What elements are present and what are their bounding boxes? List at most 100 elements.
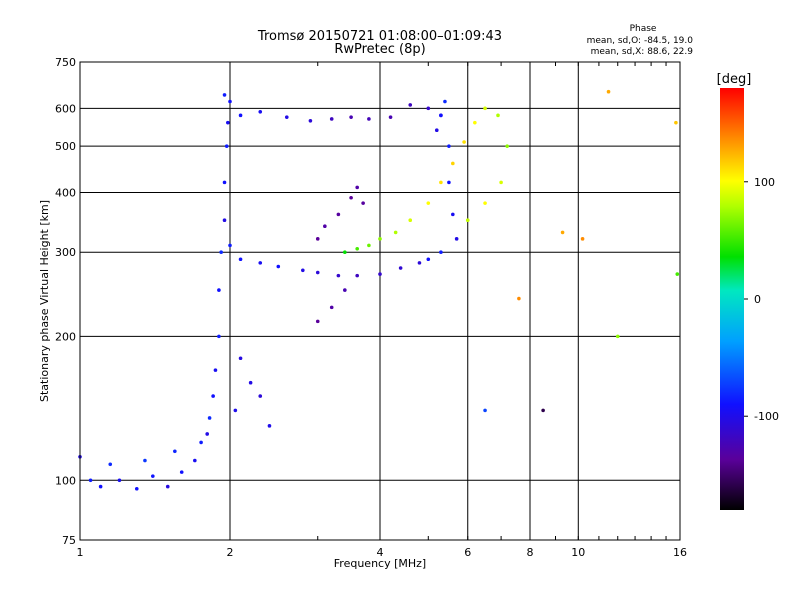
y-axis: 75 100 200 300 400 500 600 750 bbox=[55, 56, 76, 547]
data-point bbox=[258, 110, 263, 114]
data-point bbox=[447, 180, 451, 185]
chart-title: Tromsø 20150721 01:08:00–01:09:43 bbox=[257, 29, 502, 44]
data-point bbox=[349, 195, 353, 200]
stats-block: Phase mean, sd,O: -84.5, 19.0 mean, sd,X… bbox=[587, 24, 694, 57]
data-point bbox=[205, 432, 209, 436]
data-point bbox=[238, 257, 243, 262]
data-point bbox=[454, 237, 459, 241]
data-point bbox=[349, 115, 353, 119]
data-point bbox=[473, 120, 477, 125]
data-point bbox=[248, 380, 253, 385]
data-point bbox=[151, 474, 155, 478]
x-axis: 1 2 4 6 8 10 16 bbox=[77, 62, 687, 559]
y-tick-label: 200 bbox=[55, 330, 76, 343]
data-point bbox=[165, 484, 170, 489]
data-point bbox=[408, 218, 413, 223]
data-point bbox=[517, 296, 521, 301]
stats-title: Phase bbox=[630, 24, 657, 34]
data-point bbox=[361, 201, 365, 205]
x-tick-label: 10 bbox=[571, 546, 585, 559]
data-point bbox=[378, 272, 382, 276]
data-point bbox=[329, 117, 334, 121]
data-point bbox=[228, 243, 232, 248]
data-point bbox=[238, 113, 243, 118]
data-point bbox=[615, 334, 620, 339]
chart-subtitle: RwPretec (8p) bbox=[334, 42, 425, 57]
y-tick-label: 300 bbox=[55, 246, 76, 259]
data-point bbox=[222, 180, 227, 185]
data-point bbox=[276, 264, 281, 269]
data-point bbox=[606, 89, 611, 94]
data-point bbox=[211, 394, 215, 398]
title-block: Tromsø 20150721 01:08:00–01:09:43 RwPret… bbox=[257, 29, 502, 57]
data-point bbox=[439, 250, 443, 255]
y-tick-label: 750 bbox=[55, 56, 76, 69]
x-tick-label: 16 bbox=[673, 546, 687, 559]
data-point bbox=[343, 250, 347, 255]
data-point bbox=[308, 119, 313, 123]
data-point bbox=[217, 288, 221, 292]
data-point bbox=[267, 424, 272, 428]
y-tick-label: 100 bbox=[55, 474, 76, 487]
data-point bbox=[238, 356, 243, 361]
data-point bbox=[143, 458, 147, 463]
data-point bbox=[315, 237, 320, 241]
colorbar-ticks: 100 0 -100 bbox=[744, 176, 779, 423]
data-point bbox=[226, 120, 230, 125]
data-point bbox=[207, 416, 212, 420]
data-point bbox=[233, 408, 238, 413]
y-tick-label: 500 bbox=[55, 140, 76, 153]
x-tick-label: 6 bbox=[464, 546, 471, 559]
data-point bbox=[417, 261, 422, 265]
data-point bbox=[108, 462, 113, 467]
x-tick-label: 4 bbox=[377, 546, 384, 559]
data-point bbox=[439, 180, 443, 185]
data-point bbox=[496, 113, 500, 118]
data-point bbox=[499, 180, 503, 185]
colorbar-tick-label: 0 bbox=[754, 293, 761, 306]
data-point bbox=[199, 440, 203, 445]
data-points bbox=[78, 89, 680, 491]
data-point bbox=[98, 484, 103, 489]
data-point bbox=[388, 115, 393, 119]
data-point bbox=[483, 106, 487, 111]
data-point bbox=[451, 161, 455, 166]
data-point bbox=[222, 93, 227, 97]
data-point bbox=[426, 106, 431, 111]
data-point bbox=[426, 201, 431, 205]
colorbar: [deg] 100 0 -100 bbox=[717, 72, 779, 510]
data-point bbox=[580, 237, 585, 241]
x-tick-label: 2 bbox=[227, 546, 234, 559]
data-point bbox=[675, 272, 680, 276]
data-point bbox=[462, 140, 466, 144]
data-point bbox=[336, 273, 341, 278]
y-axis-label: Stationary phase Virtual Height [km] bbox=[38, 200, 51, 402]
data-point bbox=[258, 261, 263, 265]
data-point bbox=[329, 305, 334, 310]
data-point bbox=[434, 128, 439, 132]
data-point bbox=[541, 408, 545, 413]
colorbar-gradient bbox=[720, 88, 744, 510]
y-tick-label: 600 bbox=[55, 102, 76, 115]
data-point bbox=[426, 257, 431, 262]
data-point bbox=[301, 268, 305, 273]
x-tick-label: 8 bbox=[527, 546, 534, 559]
data-point bbox=[117, 478, 122, 483]
x-tick-label: 1 bbox=[77, 546, 84, 559]
data-point bbox=[367, 243, 371, 248]
data-point bbox=[408, 103, 413, 107]
data-point bbox=[343, 288, 347, 292]
data-point bbox=[674, 120, 678, 125]
data-point bbox=[443, 99, 447, 104]
colorbar-label: [deg] bbox=[717, 72, 752, 87]
data-point bbox=[224, 144, 229, 148]
x-axis-label: Frequency [MHz] bbox=[334, 557, 426, 570]
data-point bbox=[222, 218, 227, 223]
data-point bbox=[323, 224, 327, 229]
data-point bbox=[505, 144, 509, 148]
colorbar-tick-label: -100 bbox=[754, 410, 779, 423]
data-point bbox=[173, 449, 177, 454]
data-point bbox=[483, 408, 487, 413]
data-point bbox=[88, 478, 93, 483]
